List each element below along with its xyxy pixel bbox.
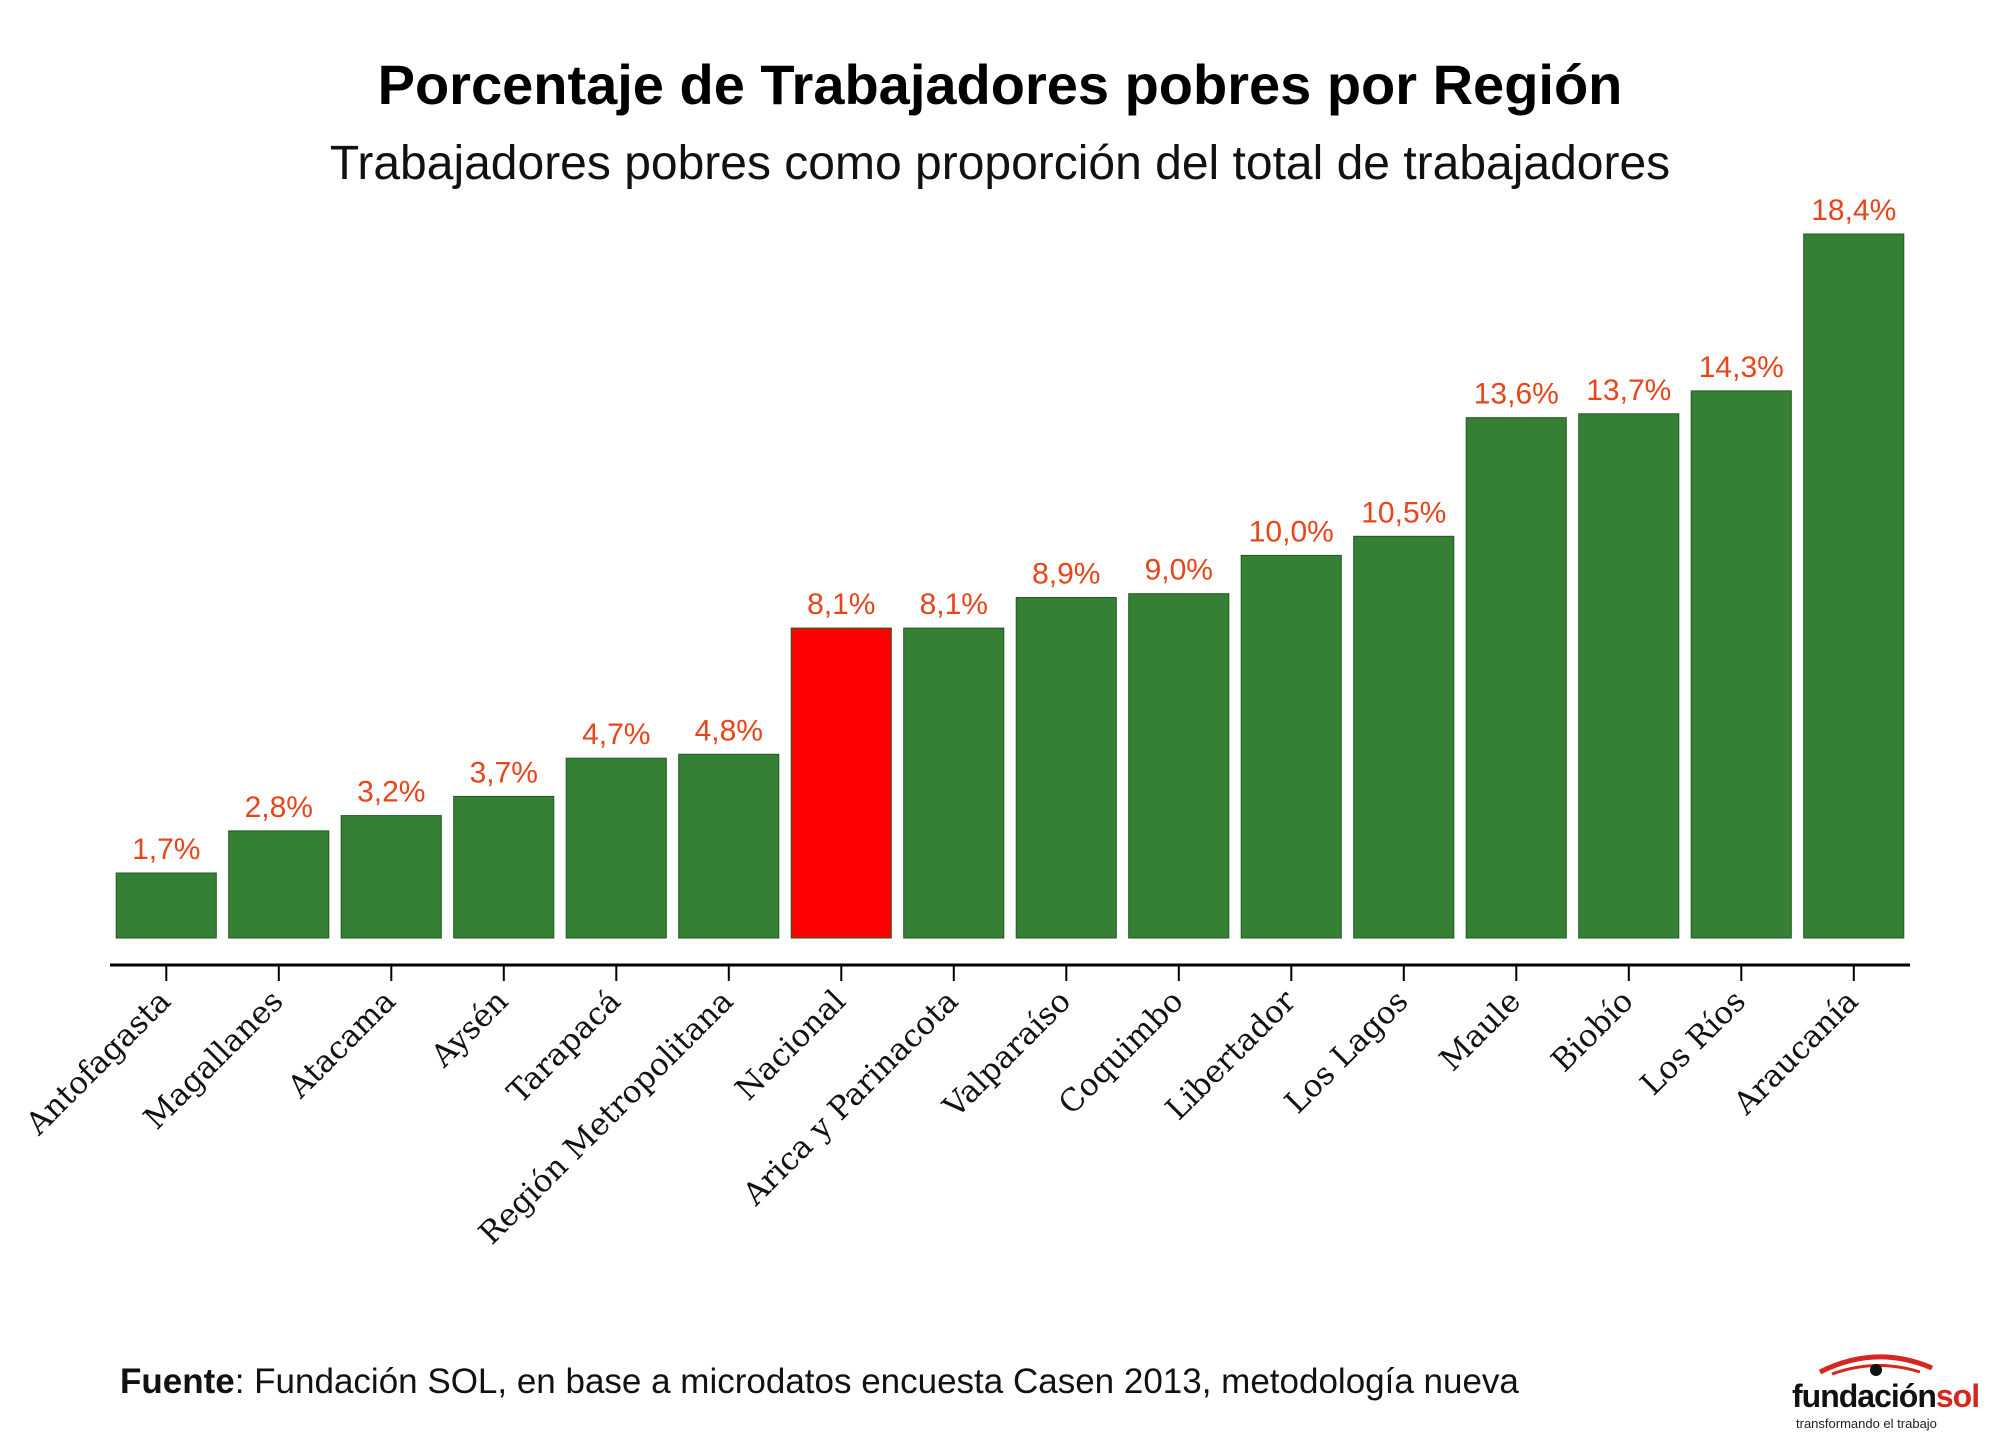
chart-title: Porcentaje de Trabajadores pobres por Re… (377, 53, 1623, 116)
value-label-los-lagos: 10,5% (1361, 496, 1446, 529)
value-label-nacional: 8,1% (807, 588, 875, 621)
bar-antofagasta (115, 872, 217, 939)
bars-group (115, 233, 1905, 939)
bar-arica-y-parinacota (903, 627, 1005, 939)
fundacion-sol-logo: fundaciónsol transformando el trabajo (1792, 1350, 1982, 1435)
bar-nacional (790, 627, 892, 939)
source-text: : Fundación SOL, en base a microdatos en… (234, 1362, 1519, 1401)
bar-araucania (1803, 233, 1905, 939)
value-label-antofagasta: 1,7% (132, 833, 200, 866)
value-label-libertador: 10,0% (1249, 515, 1334, 548)
value-label-coquimbo: 9,0% (1145, 554, 1213, 587)
bar-magallanes (228, 830, 330, 939)
logo-tagline: transformando el trabajo (1796, 1416, 1937, 1431)
value-label-magallanes: 2,8% (245, 791, 313, 824)
logo-word-fundacion: fundación (1792, 1378, 1937, 1414)
value-label-region-metropolitana: 4,8% (695, 714, 763, 747)
value-label-araucania: 18,4% (1811, 194, 1896, 227)
bar-aysen (453, 795, 555, 939)
value-label-los-rios: 14,3% (1699, 351, 1784, 384)
value-label-arica-y-parinacota: 8,1% (920, 588, 988, 621)
value-labels-group: 1,7% 2,8% 3,2% 3,7% 4,7% 4,8% 8,1% 8,1% 8,9% 9,0%… (132, 194, 1896, 866)
value-label-maule: 13,6% (1474, 378, 1559, 411)
logo-wordmark: fundaciónsol (1792, 1378, 1980, 1415)
eye-logo-icon (1818, 1354, 1933, 1376)
category-label-los-rios: Los Ríos (1634, 983, 1753, 1102)
value-label-atacama: 3,2% (357, 776, 425, 809)
bar-maule (1465, 417, 1567, 939)
bar-region-metropolitana (678, 753, 780, 939)
bar-los-lagos (1353, 535, 1455, 939)
value-label-tarapaca: 4,7% (582, 718, 650, 751)
bar-los-rios (1690, 390, 1792, 939)
category-label-biobio: Biobío (1544, 983, 1640, 1079)
bar-valparaiso (1015, 597, 1117, 939)
category-label-los-lagos: Los Lagos (1278, 983, 1416, 1121)
bar-atacama (340, 815, 442, 939)
logo-word-sol: sol (1935, 1378, 1980, 1414)
source-note: Fuente: Fundación SOL, en base a microda… (120, 1362, 1519, 1402)
chart-subtitle: Trabajadores pobres como proporción del … (329, 137, 1671, 190)
category-label-maule: Maule (1433, 983, 1528, 1078)
bar-libertador (1240, 554, 1342, 939)
x-ticks-group (165, 965, 1855, 981)
value-label-valparaiso: 8,9% (1032, 558, 1100, 591)
value-label-aysen: 3,7% (470, 756, 538, 789)
value-label-biobio: 13,7% (1586, 374, 1671, 407)
bar-chart: 1,7% 2,8% 3,2% 3,7% 4,7% 4,8% 8,1% 8,1% 8,9% 9,0%… (18, 194, 1910, 1252)
bar-coquimbo (1128, 593, 1230, 939)
bar-tarapaca (565, 757, 667, 939)
source-label: Fuente (120, 1362, 235, 1401)
category-label-aysen: Aysén (424, 983, 516, 1075)
bar-biobio (1578, 413, 1680, 939)
category-label-atacama: Atacama (280, 983, 403, 1106)
category-label-arica-y-parinacota: Arica y Parinacota (735, 983, 965, 1213)
